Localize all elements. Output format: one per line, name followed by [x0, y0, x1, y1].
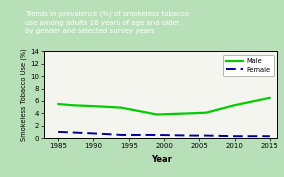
Y-axis label: Smokeless Tobacco Use (%): Smokeless Tobacco Use (%) — [21, 48, 27, 141]
Text: Year: Year — [151, 155, 172, 164]
Legend: Male, Female: Male, Female — [223, 55, 273, 76]
Text: Trends in prevalence (%) of smokeless tobacco
use among adults 18 years of age a: Trends in prevalence (%) of smokeless to… — [25, 11, 189, 34]
